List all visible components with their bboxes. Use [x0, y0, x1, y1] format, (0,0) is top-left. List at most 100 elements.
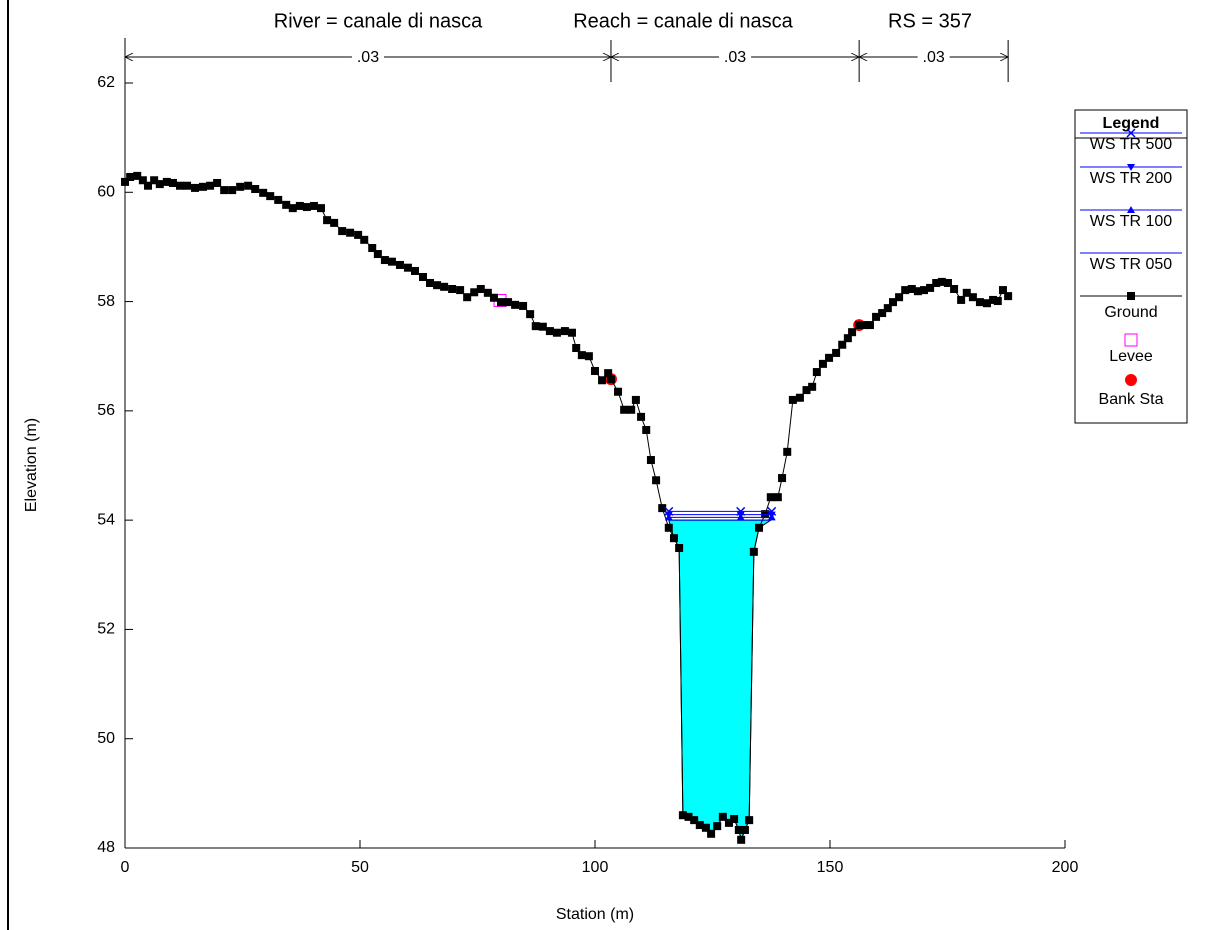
ground-point — [695, 821, 704, 830]
ground-point — [943, 278, 952, 287]
ground-point — [642, 425, 651, 434]
ws-marker — [1126, 128, 1136, 138]
ground-point — [737, 835, 746, 844]
ground-point — [907, 285, 916, 294]
ground-point — [168, 178, 177, 187]
ground-point — [937, 277, 946, 286]
ground-point — [808, 382, 817, 391]
legend-label: WS TR 050 — [1090, 256, 1173, 273]
ground-point — [531, 322, 540, 331]
ground-point — [982, 299, 991, 308]
ground-point — [433, 281, 442, 290]
ground-point — [872, 312, 881, 321]
ground-point — [795, 393, 804, 402]
ground-point — [701, 823, 710, 832]
ground-point — [470, 288, 479, 297]
ground-point — [888, 298, 897, 307]
ground-point — [144, 181, 153, 190]
ground-point — [598, 376, 607, 385]
ground-point — [183, 181, 192, 190]
ground-point — [426, 278, 435, 287]
ground-point — [1127, 292, 1135, 300]
y-tick-label: 54 — [97, 511, 115, 528]
ground-point — [724, 818, 733, 827]
ground-point — [859, 321, 868, 330]
ground-point — [368, 244, 377, 253]
ground-point — [483, 288, 492, 297]
title-rs: RS = 357 — [888, 10, 972, 32]
ground-point — [713, 822, 722, 831]
ground-point — [138, 176, 147, 185]
ground-point — [734, 825, 743, 834]
ground-point — [631, 395, 640, 404]
title-reach: Reach = canale di nasca — [573, 10, 793, 32]
ground-point — [288, 204, 297, 213]
ground-point — [627, 405, 636, 414]
ground-point — [669, 534, 678, 543]
levee-point — [1124, 333, 1138, 347]
ground-point — [380, 256, 389, 265]
y-tick-label: 58 — [97, 293, 115, 310]
ground-point — [932, 278, 941, 287]
ground-point — [652, 476, 661, 485]
ground-point — [403, 263, 412, 272]
ground-point — [926, 283, 935, 292]
ground-point — [448, 285, 457, 294]
ground-point — [901, 286, 910, 295]
ground-point — [489, 293, 498, 302]
ground-point — [259, 188, 268, 197]
legend-label: WS TR 100 — [1090, 213, 1173, 230]
ground-point — [913, 287, 922, 296]
ground-point — [843, 334, 852, 343]
ground-point — [199, 182, 208, 191]
x-tick-label: 200 — [1052, 859, 1079, 876]
ground-point — [577, 351, 586, 360]
ground-point — [440, 282, 449, 291]
legend-label: Ground — [1104, 304, 1157, 321]
ground-point — [993, 297, 1002, 306]
ground-point — [678, 811, 687, 820]
ground-point — [206, 181, 215, 190]
title-river: River = canale di nasca — [274, 10, 483, 32]
ground-point — [220, 186, 229, 195]
legend-title: Legend — [1103, 115, 1160, 132]
ground-point — [133, 171, 142, 180]
ws-marker — [1127, 206, 1135, 213]
ground-point — [538, 322, 547, 331]
ws-marker — [1127, 164, 1135, 171]
legend-label: Bank Sta — [1099, 391, 1164, 408]
ground-point — [778, 474, 787, 483]
ground-point — [354, 230, 363, 239]
ground-point — [295, 201, 304, 210]
water-fill — [668, 519, 773, 842]
ground-point — [878, 309, 887, 318]
ground-point — [302, 203, 311, 212]
ground-point — [251, 185, 260, 194]
ground-point — [802, 386, 811, 395]
ground-point — [749, 547, 758, 556]
ground-point — [812, 368, 821, 377]
x-tick-label: 50 — [351, 859, 369, 876]
ground-point — [989, 295, 998, 304]
ground-point — [191, 183, 200, 192]
ground-point — [572, 344, 581, 353]
series-line — [124, 175, 1009, 842]
ground-point — [658, 504, 667, 513]
ground-point — [730, 815, 739, 824]
ground-point — [213, 178, 222, 187]
ground-point — [745, 816, 754, 825]
ground-point — [360, 235, 369, 244]
ground-point — [718, 812, 727, 821]
ground-point — [707, 829, 716, 838]
ground-point — [410, 266, 419, 275]
ground-point — [755, 523, 764, 532]
y-tick-label: 52 — [97, 621, 115, 638]
ground-point — [675, 544, 684, 553]
x-tick-label: 0 — [121, 859, 130, 876]
ground-point — [323, 216, 332, 225]
ground-point — [968, 293, 977, 302]
x-tick-label: 150 — [817, 859, 844, 876]
ground-point — [684, 812, 693, 821]
ground-point — [838, 340, 847, 349]
